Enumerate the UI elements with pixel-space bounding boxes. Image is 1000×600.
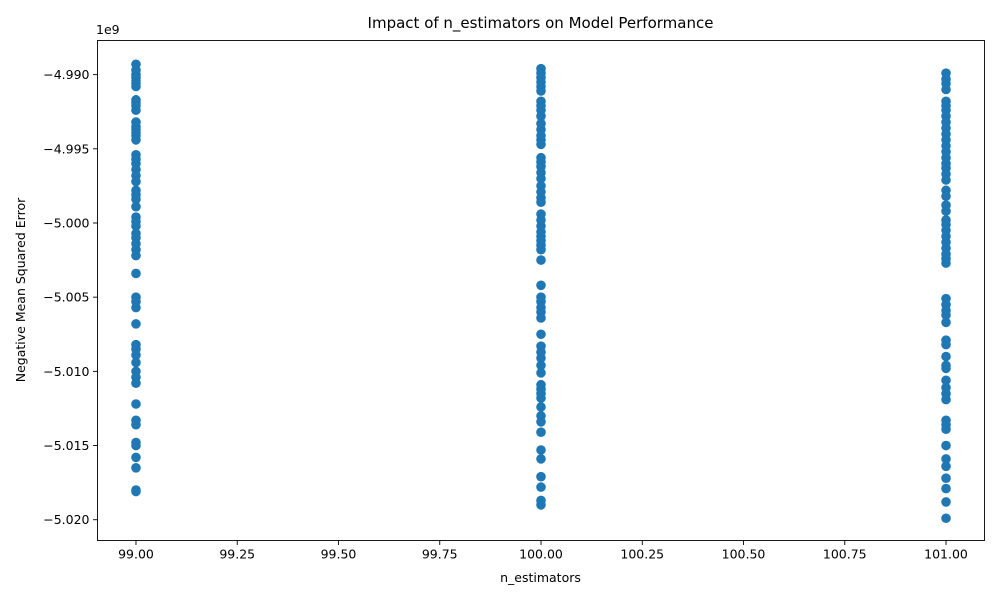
data-point: [131, 463, 141, 473]
data-point: [941, 351, 951, 362]
data-point: [131, 399, 141, 409]
x-tick-label: 99.00: [118, 547, 154, 562]
y-axis-title: Negative Mean Squared Error: [13, 197, 28, 382]
data-point: [941, 191, 951, 202]
data-point: [536, 471, 546, 482]
x-tick-label: 100.25: [620, 547, 664, 562]
data-point: [941, 339, 951, 350]
y-tick-label: −5.000: [43, 215, 89, 230]
data-point: [941, 497, 951, 507]
data-point: [941, 483, 951, 494]
data-point: [536, 454, 546, 464]
data-point: [941, 473, 951, 483]
data-point: [131, 350, 141, 360]
data-point: [536, 482, 546, 492]
data-point: [131, 319, 141, 329]
data-point: [941, 363, 951, 374]
data-point: [131, 250, 141, 261]
y-tick-label: −5.005: [43, 290, 89, 305]
data-point: [536, 111, 546, 121]
plot-frame: [97, 40, 985, 541]
x-tick-label: 100.75: [823, 547, 867, 562]
x-tick-label: 99.75: [422, 547, 458, 562]
data-point: [536, 329, 546, 340]
data-point: [536, 368, 546, 378]
data-point: [536, 244, 546, 255]
data-point: [131, 378, 141, 389]
data-point: [536, 255, 546, 265]
data-point: [536, 86, 546, 96]
data-point: [536, 500, 546, 510]
data-point: [536, 280, 546, 291]
y-tick-label: −5.020: [43, 512, 89, 527]
data-point: [941, 84, 951, 95]
x-axis-title: n_estimators: [500, 570, 581, 585]
x-tick-label: 99.25: [219, 547, 255, 562]
y-tick-label: −5.015: [43, 438, 89, 453]
data-point: [131, 81, 141, 92]
y-tick-label: −4.995: [43, 141, 89, 156]
chart-title: Impact of n_estimators on Model Performa…: [368, 14, 714, 33]
x-tick-label: 99.50: [321, 547, 357, 562]
data-point: [131, 486, 141, 497]
data-point: [536, 393, 546, 403]
data-point: [536, 360, 546, 371]
data-point: [536, 353, 546, 363]
data-point: [941, 206, 951, 216]
y-tick-label: −4.990: [43, 67, 89, 82]
x-axis-ticks: 99.00 99.25 99.50 99.75 100.00 100.25 100.50 10…: [118, 540, 968, 562]
data-point: [941, 175, 951, 185]
data-point: [131, 221, 141, 231]
x-tick-label: 100.00: [519, 547, 563, 562]
y-tick-label: −5.010: [43, 364, 89, 379]
data-point: [131, 302, 141, 313]
x-tick-label: 101.00: [924, 547, 968, 562]
data-point: [536, 139, 546, 150]
data-point: [941, 440, 951, 451]
x-tick-label: 100.50: [722, 547, 766, 562]
data-point: [536, 417, 546, 427]
data-point: [536, 402, 546, 412]
data-point: [941, 461, 951, 472]
data-point: [536, 427, 546, 437]
data-point: [131, 268, 141, 279]
y-axis-ticks: −4.990 −4.995 −5.000 −5.005 −5.010 −5.015 −5.0…: [43, 67, 98, 527]
data-point: [131, 105, 141, 116]
data-point: [131, 419, 141, 430]
data-point: [536, 313, 546, 323]
data-point: [536, 445, 546, 455]
data-point: [536, 173, 546, 184]
data-point: [131, 452, 141, 463]
data-point: [941, 513, 951, 524]
y-offset-label: 1e9: [96, 22, 120, 37]
data-point: [131, 176, 141, 187]
data-point: [941, 317, 951, 328]
data-point: [131, 440, 141, 451]
data-point: [941, 310, 951, 320]
data-point: [131, 357, 141, 368]
scatter-points: [131, 59, 951, 524]
data-point: [131, 201, 141, 212]
data-point: [941, 375, 951, 386]
data-point: [941, 258, 951, 268]
data-point: [131, 194, 141, 205]
data-point: [941, 394, 951, 405]
data-point: [941, 424, 951, 435]
data-point: [941, 454, 951, 464]
data-point: [131, 135, 141, 145]
data-point: [536, 197, 546, 208]
